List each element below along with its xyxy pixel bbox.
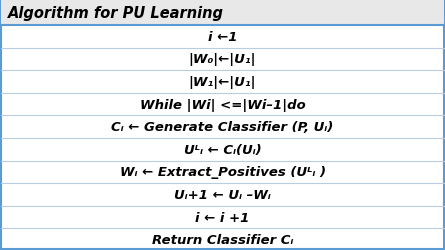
Text: While |Wi| <=|Wi–1|do: While |Wi| <=|Wi–1|do [140, 98, 305, 111]
Text: |W₁|←|U₁|: |W₁|←|U₁| [189, 76, 256, 89]
Text: Uᵢ+1 ← Uᵢ –Wᵢ: Uᵢ+1 ← Uᵢ –Wᵢ [174, 188, 271, 201]
Text: |W₀|←|U₁|: |W₀|←|U₁| [189, 53, 256, 66]
Bar [1, 1, 444, 26]
Text: Cᵢ ← Generate Classifier (P, Uᵢ): Cᵢ ← Generate Classifier (P, Uᵢ) [111, 121, 334, 134]
Text: Wᵢ ← Extract_Positives (Uᴸᵢ ): Wᵢ ← Extract_Positives (Uᴸᵢ ) [120, 166, 325, 179]
Text: i ←1: i ←1 [208, 31, 237, 44]
Text: Algorithm for PU Learning: Algorithm for PU Learning [8, 6, 224, 21]
Text: Uᴸᵢ ← Cᵢ(Uᵢ): Uᴸᵢ ← Cᵢ(Uᵢ) [184, 143, 261, 156]
Text: Return Classifier Cᵢ: Return Classifier Cᵢ [152, 233, 293, 246]
Text: i ← i +1: i ← i +1 [195, 211, 250, 224]
